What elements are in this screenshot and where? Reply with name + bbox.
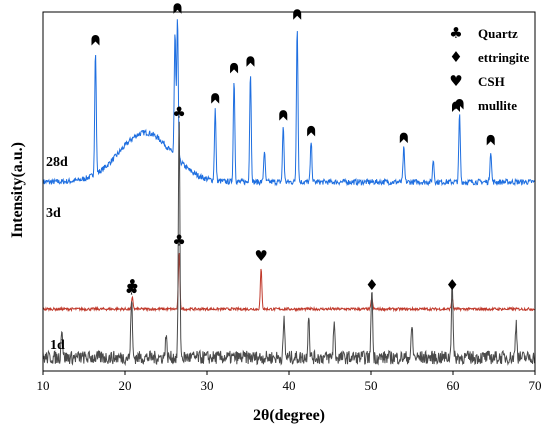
quartz-marker-icon: ♣	[125, 281, 138, 299]
legend-item-ettringite: ♦ ettringite	[449, 48, 529, 66]
ettringite-marker-icon: ♦	[365, 276, 378, 294]
y-axis-title: Intensity(a.u.)	[9, 142, 26, 238]
csh-marker-icon: ♥	[254, 247, 267, 265]
csh-legend-icon: ♥	[449, 72, 462, 90]
legend-item-quartz: ♣ Quartz	[449, 24, 518, 42]
series-1d-line	[43, 121, 535, 367]
mullite-marker-icon	[246, 56, 255, 67]
x-tick-label: 20	[119, 378, 132, 393]
mullite-marker-icon	[211, 93, 220, 104]
x-tick-label: 50	[365, 378, 378, 393]
mullite-marker-icon	[279, 110, 288, 121]
quartz-legend-icon: ♣	[449, 24, 462, 42]
mullite-legend-icon	[452, 101, 460, 112]
series-label-28d: 28d	[46, 155, 68, 170]
peak-markers: ♣♣♥♦ ♦♣♣	[91, 3, 495, 299]
ettringite-legend-icon: ♦	[449, 48, 462, 66]
legend-item-mullite: mullite	[452, 98, 517, 113]
mullite-marker-icon	[307, 125, 316, 137]
series-28d-line	[43, 19, 535, 187]
legend-label: mullite	[478, 98, 517, 113]
x-tick-label: 10	[37, 378, 50, 393]
legend-item-csh: ♥ CSH	[449, 72, 504, 90]
mullite-marker-icon	[91, 35, 100, 46]
series-label-3d: 3d	[46, 206, 61, 221]
series-label-1d: 1d	[50, 338, 65, 353]
x-axis-title: 2θ(degree)	[253, 407, 325, 424]
legend-label: Quartz	[478, 26, 518, 41]
mullite-marker-icon	[173, 3, 182, 14]
x-tick-label: 70	[529, 378, 542, 393]
quartz-marker-icon: ♣	[172, 231, 185, 249]
ettringite-marker-icon: ♦	[445, 276, 458, 294]
mullite-marker-icon	[486, 134, 495, 146]
legend-label: ettringite	[478, 50, 529, 65]
series-3d-line	[43, 253, 535, 313]
mullite-marker-icon	[293, 9, 302, 20]
x-tick-label: 60	[447, 378, 460, 393]
x-tick-label: 40	[283, 378, 296, 393]
x-tick-label: 30	[201, 378, 214, 393]
axes: 10 20 30 40 50 60 70	[37, 11, 542, 393]
quartz-marker-icon: ♣	[126, 276, 139, 294]
legend: ♣ Quartz ♦ ettringite ♥ CSH mullite	[449, 24, 529, 113]
quartz-marker-icon: ♣	[172, 103, 185, 121]
mullite-marker-icon	[230, 62, 239, 74]
series-layer	[43, 19, 535, 367]
legend-label: CSH	[478, 74, 505, 89]
mullite-marker-icon	[399, 132, 408, 144]
